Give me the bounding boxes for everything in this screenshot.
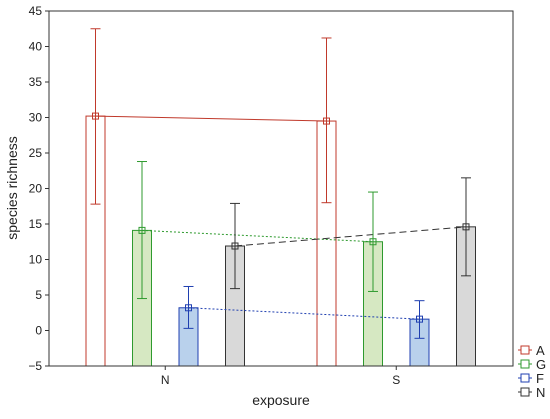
legend-marker-F bbox=[520, 373, 530, 383]
y-tick-label: 10 bbox=[29, 253, 43, 267]
y-tick-label: 35 bbox=[29, 75, 43, 89]
series-line-G bbox=[141, 229, 374, 243]
y-tick-label: 20 bbox=[29, 182, 43, 196]
markers-layer bbox=[92, 112, 470, 323]
marker-G-N bbox=[138, 226, 146, 234]
legend-label-F: F bbox=[536, 371, 544, 386]
series-line-N bbox=[234, 226, 467, 247]
marker-N-N bbox=[231, 242, 239, 250]
y-tick-label: 0 bbox=[35, 324, 42, 338]
series-line-A bbox=[95, 115, 327, 122]
marker-N-S bbox=[462, 223, 470, 231]
marker-A-S bbox=[323, 117, 330, 125]
legend-label-A: A bbox=[536, 343, 545, 358]
legend-marker-A bbox=[520, 345, 530, 355]
y-tick-label: 15 bbox=[29, 217, 43, 231]
marker-A-N bbox=[92, 112, 99, 120]
x-tick-label-S: S bbox=[392, 373, 400, 387]
y-axis: −5 0 5 10 15 20 25 30 35 40 45 bbox=[28, 4, 49, 373]
marker-F-S bbox=[416, 315, 423, 323]
y-tick-label: 30 bbox=[29, 111, 43, 125]
y-tick-label: 5 bbox=[35, 288, 42, 302]
marker-F-N bbox=[185, 304, 192, 312]
series-lines-layer bbox=[95, 115, 467, 320]
x-tick-label-N: N bbox=[161, 373, 170, 387]
y-tick-label: 40 bbox=[29, 40, 43, 54]
plot-background bbox=[49, 11, 513, 366]
y-tick-label: 25 bbox=[29, 146, 43, 160]
marker-G-S bbox=[369, 238, 377, 246]
y-tick-label: −5 bbox=[28, 359, 42, 373]
x-axis-title: exposure bbox=[252, 392, 310, 408]
bars-layer bbox=[85, 115, 476, 367]
error-bars-layer bbox=[90, 28, 471, 339]
y-axis-title: species richness bbox=[4, 136, 20, 240]
legend-label-N: N bbox=[536, 385, 545, 400]
legend-marker-G bbox=[520, 359, 530, 369]
series-line-F bbox=[188, 307, 420, 320]
y-tick-label: 45 bbox=[29, 4, 43, 18]
legend-marker-N bbox=[520, 387, 530, 397]
legend-label-G: G bbox=[536, 357, 546, 372]
